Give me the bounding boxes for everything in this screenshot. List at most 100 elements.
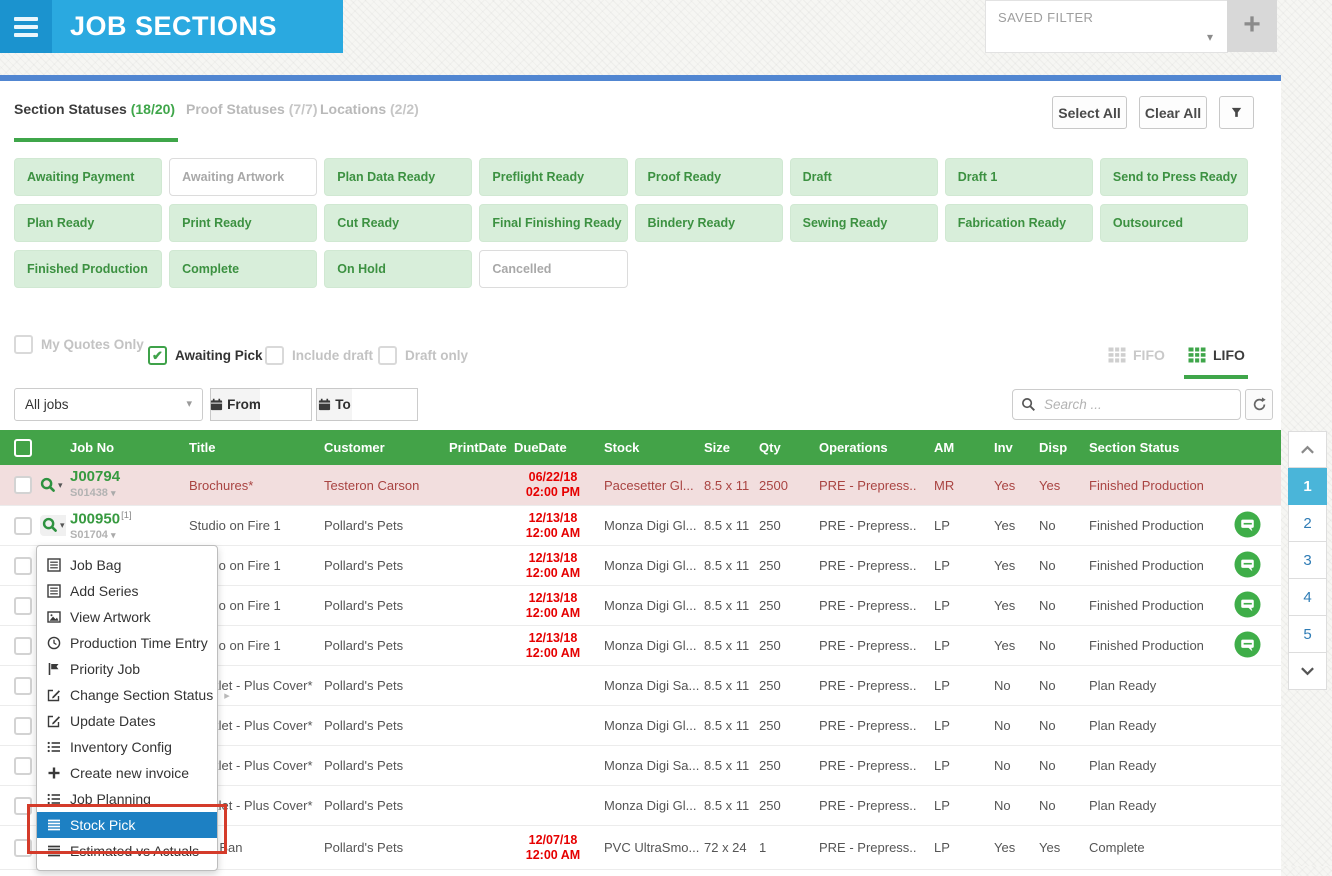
status-chip-draft-1[interactable]: Draft 1 — [944, 158, 1093, 196]
cell-title: Booklet - Plus Cover* — [189, 678, 313, 693]
fifo-toggle[interactable]: FIFO — [1108, 347, 1165, 363]
saved-filter-dropdown[interactable]: SAVED FILTER ▾ — [985, 0, 1228, 53]
cell-customer: Pollard's Pets — [324, 840, 404, 855]
select-all-rows-checkbox[interactable] — [14, 438, 32, 457]
menu-item-change-section-status[interactable]: Change Section Status ▸ — [37, 682, 230, 708]
cell-section-status: Finished Production — [1089, 598, 1204, 613]
status-chip-finished-production[interactable]: Finished Production — [14, 250, 163, 288]
hamburger-menu-button[interactable] — [0, 0, 52, 53]
chat-bubble-icon[interactable] — [1234, 510, 1261, 541]
search-input[interactable] — [1042, 396, 1226, 413]
menu-item-inventory-config[interactable]: Inventory Config — [37, 734, 217, 760]
status-chip-print-ready[interactable]: Print Ready — [169, 204, 318, 242]
menu-item-job-bag[interactable]: Job Bag — [37, 552, 217, 578]
lifo-toggle[interactable]: LIFO — [1188, 347, 1245, 363]
status-chip-preflight-ready[interactable]: Preflight Ready — [479, 158, 628, 196]
menu-item-job-planning[interactable]: Job Planning — [37, 786, 217, 812]
tab-section-statuses[interactable]: Section Statuses (18/20) — [14, 101, 176, 117]
tab-proof-statuses[interactable]: Proof Statuses (7/7) — [186, 101, 318, 117]
status-chip-bindery-ready[interactable]: Bindery Ready — [634, 204, 783, 242]
menu-item-add-series[interactable]: Add Series — [37, 578, 217, 604]
checkbox-my-quotes-only[interactable]: My Quotes Only — [14, 335, 144, 354]
jobs-filter-select[interactable]: All jobs ▾ — [14, 388, 203, 421]
page-button-5[interactable]: 5 — [1288, 616, 1327, 653]
row-checkbox[interactable] — [14, 716, 32, 735]
section-number-dropdown[interactable]: S01438 ▾ — [70, 487, 116, 499]
status-chip-cut-ready[interactable]: Cut Ready — [324, 204, 473, 242]
justify-icon — [47, 844, 61, 858]
date-from-button[interactable]: From — [210, 388, 261, 421]
status-chip-draft[interactable]: Draft — [789, 158, 938, 196]
column-header-stock[interactable]: Stock — [604, 440, 640, 455]
job-number-link[interactable]: J00794 — [70, 469, 121, 485]
status-chip-outsourced[interactable]: Outsourced — [1099, 204, 1248, 242]
row-actions-magnifier-button[interactable]: ▾ — [40, 477, 66, 494]
page-down-button[interactable] — [1288, 653, 1327, 690]
chat-bubble-icon[interactable] — [1234, 590, 1261, 621]
menu-item-production-time-entry[interactable]: Production Time Entry — [37, 630, 217, 656]
date-to-input[interactable] — [352, 388, 418, 421]
status-chip-awaiting-payment[interactable]: Awaiting Payment — [14, 158, 163, 196]
menu-item-stock-pick[interactable]: Stock Pick — [37, 812, 217, 838]
filter-funnel-button[interactable] — [1219, 96, 1254, 129]
status-chip-on-hold[interactable]: On Hold — [324, 250, 473, 288]
clear-all-button[interactable]: Clear All — [1139, 96, 1207, 129]
column-header-printdate[interactable]: PrintDate — [449, 440, 507, 455]
cell-customer: Pollard's Pets — [324, 638, 404, 653]
menu-item-priority-job[interactable]: Priority Job — [37, 656, 217, 682]
date-from-input[interactable] — [260, 388, 312, 421]
column-header-inv[interactable]: Inv — [994, 440, 1013, 455]
row-checkbox[interactable] — [14, 476, 32, 494]
status-chip-plan-ready[interactable]: Plan Ready — [14, 204, 163, 242]
tab-locations[interactable]: Locations (2/2) — [320, 101, 419, 117]
column-header-size[interactable]: Size — [704, 440, 731, 455]
status-chip-awaiting-artwork[interactable]: Awaiting Artwork — [169, 158, 318, 196]
refresh-button[interactable] — [1245, 389, 1273, 420]
column-header-duedate[interactable]: DueDate — [514, 440, 567, 455]
page-button-2[interactable]: 2 — [1288, 505, 1327, 542]
checkbox-draft-only[interactable]: Draft only — [378, 346, 468, 365]
page-button-4[interactable]: 4 — [1288, 579, 1327, 616]
status-chip-plan-data-ready[interactable]: Plan Data Ready — [324, 158, 473, 196]
checkbox-include-draft[interactable]: Include draft — [265, 346, 373, 365]
chat-bubble-icon[interactable] — [1234, 630, 1261, 661]
row-checkbox[interactable] — [14, 676, 32, 695]
column-header-job-no[interactable]: Job No — [70, 440, 115, 455]
status-chip-final-finishing-ready[interactable]: Final Finishing Ready — [479, 204, 628, 242]
row-checkbox[interactable] — [14, 636, 32, 655]
row-checkbox[interactable] — [14, 596, 32, 615]
column-header-operations[interactable]: Operations — [819, 440, 888, 455]
row-checkbox[interactable] — [14, 756, 32, 775]
column-header-title[interactable]: Title — [189, 440, 216, 455]
status-chip-cancelled[interactable]: Cancelled — [479, 250, 628, 288]
menu-item-update-dates[interactable]: Update Dates — [37, 708, 217, 734]
row-checkbox[interactable] — [14, 556, 32, 575]
chat-bubble-icon[interactable] — [1234, 550, 1261, 581]
status-chip-send-to-press-ready[interactable]: Send to Press Ready — [1099, 158, 1248, 196]
job-number-link[interactable]: J00950 — [70, 510, 121, 528]
status-chip-proof-ready[interactable]: Proof Ready — [634, 158, 783, 196]
status-chip-sewing-ready[interactable]: Sewing Ready — [789, 204, 938, 242]
row-checkbox[interactable] — [14, 516, 32, 535]
page-button-1[interactable]: 1 — [1288, 468, 1327, 505]
row-actions-magnifier-button[interactable]: ▾ — [40, 515, 66, 536]
status-chip-fabrication-ready[interactable]: Fabrication Ready — [944, 204, 1093, 242]
menu-item-view-artwork[interactable]: View Artwork — [37, 604, 217, 630]
add-saved-filter-button[interactable]: + — [1227, 0, 1277, 52]
column-header-qty[interactable]: Qty — [759, 440, 781, 455]
select-all-button[interactable]: Select All — [1052, 96, 1127, 129]
menu-item-create-new-invoice[interactable]: Create new invoice — [37, 760, 217, 786]
menu-item-estimated-vs-actuals[interactable]: Estimated vs Actuals — [37, 838, 217, 864]
row-checkbox[interactable] — [14, 838, 32, 857]
column-header-am[interactable]: AM — [934, 440, 955, 455]
checkbox-awaiting-pick[interactable]: ✔ Awaiting Pick — [148, 346, 263, 365]
section-number-dropdown[interactable]: S01704 ▾ — [70, 529, 116, 542]
row-checkbox[interactable] — [14, 796, 32, 815]
page-up-button[interactable] — [1288, 431, 1327, 468]
status-chip-complete[interactable]: Complete — [169, 250, 318, 288]
date-to-button[interactable]: To — [316, 388, 353, 421]
column-header-customer[interactable]: Customer — [324, 440, 385, 455]
page-button-3[interactable]: 3 — [1288, 542, 1327, 579]
column-header-section-status[interactable]: Section Status — [1089, 440, 1180, 455]
column-header-disp[interactable]: Disp — [1039, 440, 1068, 455]
